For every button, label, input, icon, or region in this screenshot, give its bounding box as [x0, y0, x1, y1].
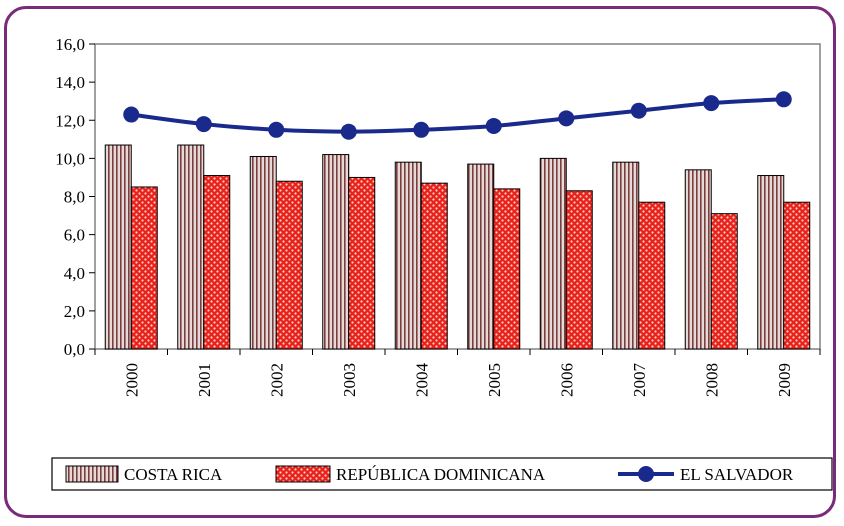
- point-el-salvador: [268, 121, 285, 138]
- x-tick-label: 2008: [702, 363, 721, 397]
- x-tick-label: 2005: [485, 363, 504, 397]
- bar-republica-dominicana: [710, 213, 738, 350]
- x-tick-label: 2009: [775, 363, 794, 397]
- x-tick-label: 2007: [630, 363, 649, 398]
- bar-costa-rica: [467, 163, 495, 350]
- y-tick-label: 8,0: [64, 188, 85, 207]
- y-tick-label: 12,0: [55, 111, 85, 130]
- point-el-salvador: [485, 117, 502, 134]
- bar-costa-rica: [249, 155, 277, 350]
- bar-costa-rica: [322, 154, 350, 350]
- x-tick-label: 2006: [557, 363, 576, 397]
- x-tick-label: 2000: [122, 363, 141, 397]
- point-el-salvador: [630, 102, 647, 119]
- bar-costa-rica: [394, 161, 422, 350]
- bar-republica-dominicana: [493, 188, 521, 350]
- y-tick-label: 4,0: [64, 264, 85, 283]
- bar-republica-dominicana: [783, 201, 811, 350]
- bar-costa-rica: [757, 175, 785, 350]
- bar-republica-dominicana: [638, 201, 666, 350]
- point-el-salvador: [558, 110, 575, 127]
- line-el-salvador: [130, 97, 784, 134]
- point-el-salvador: [123, 106, 140, 123]
- bar-republica-dominicana: [203, 175, 231, 350]
- bar-republica-dominicana: [275, 180, 303, 350]
- legend-swatch-el-salvador-marker: [638, 466, 654, 482]
- point-el-salvador: [413, 121, 430, 138]
- bar-costa-rica: [104, 144, 132, 350]
- y-tick-label: 0,0: [64, 340, 85, 359]
- point-el-salvador: [195, 116, 212, 133]
- x-tick-label: 2003: [340, 363, 359, 397]
- point-el-salvador: [703, 95, 720, 112]
- bar-republica-dominicana: [420, 182, 448, 350]
- legend-label-costa-rica: COSTA RICA: [124, 465, 223, 484]
- bar-republica-dominicana: [348, 176, 376, 350]
- legend-swatch-costa-rica: [65, 465, 119, 483]
- y-tick-label: 16,0: [55, 35, 85, 54]
- y-tick-label: 10,0: [55, 149, 85, 168]
- legend-label-republica-dominicana: REPÚBLICA DOMINICANA: [336, 465, 546, 484]
- y-tick-label: 14,0: [55, 73, 85, 92]
- y-tick-label: 2,0: [64, 302, 85, 321]
- bar-costa-rica: [539, 157, 567, 350]
- legend: COSTA RICA REPÚBLICA DOMINICANA EL SALVADO…: [51, 457, 833, 491]
- bar-costa-rica: [612, 161, 640, 350]
- x-tick-label: 2004: [412, 363, 431, 398]
- legend-box: [51, 457, 833, 491]
- point-el-salvador: [340, 123, 357, 140]
- bar-republica-dominicana: [565, 190, 593, 350]
- point-el-salvador: [775, 91, 792, 108]
- x-tick-label: 2002: [267, 363, 286, 397]
- legend-swatch-republica-dominicana: [275, 465, 331, 483]
- plot-area: 0,0 2,0 4,0 6,0 8,0 10,0 12,0 14,0 16,0 2000 2001 2…: [55, 35, 821, 398]
- x-tick-label: 2001: [195, 363, 214, 397]
- legend-label-el-salvador: EL SALVADOR: [680, 465, 794, 484]
- bar-costa-rica: [177, 144, 205, 350]
- bar-republica-dominicana: [130, 186, 158, 350]
- y-tick-label: 6,0: [64, 226, 85, 245]
- bar-costa-rica: [684, 169, 712, 350]
